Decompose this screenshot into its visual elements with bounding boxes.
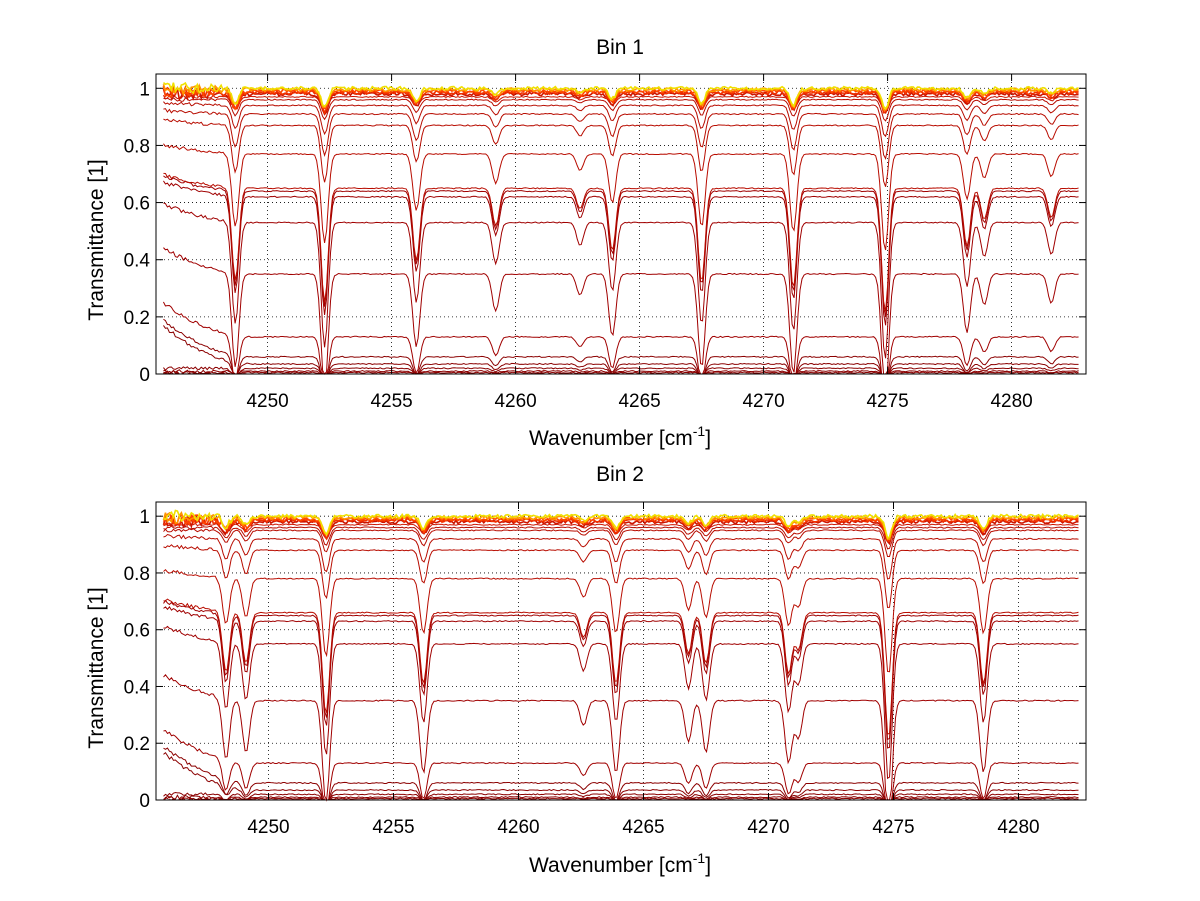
y-tick-label: 0.4 xyxy=(124,251,151,272)
subplot-bin-1: Bin 1 4250 4255 4260 4265 4270 4275 4280 00.20… xyxy=(85,36,1087,450)
spectrum-line xyxy=(163,791,1079,801)
x-tick-label: 4275 xyxy=(866,391,908,412)
spectrum-line xyxy=(162,83,1079,111)
spectrum-line xyxy=(163,794,1079,801)
axes-frame xyxy=(155,73,1087,375)
spectrum-line xyxy=(163,202,1079,359)
spectrum-line xyxy=(163,325,1079,375)
y-axis-label: Transmittance [1] xyxy=(85,159,108,320)
spectrum-line xyxy=(163,625,1079,780)
y-tick-label: 0.4 xyxy=(124,677,151,698)
spectrum-line xyxy=(163,97,1079,122)
spectrum-line xyxy=(163,528,1079,558)
x-tick-label: 4255 xyxy=(372,817,414,838)
x-tick-label: 4265 xyxy=(618,391,660,412)
x-tick-label: 4250 xyxy=(247,817,289,838)
x-tick-label: 4250 xyxy=(246,391,288,412)
spectrum-line xyxy=(163,509,1079,540)
x-tick-label: 4270 xyxy=(747,817,789,838)
spectrum-line xyxy=(163,751,1079,801)
y-tick-label: 0.6 xyxy=(124,621,150,642)
spectrum-line xyxy=(163,673,1079,802)
y-tick-label: 0.8 xyxy=(124,136,150,157)
spectrum-line xyxy=(163,729,1079,801)
y-tick-label: 0 xyxy=(139,791,150,812)
spectrum-line xyxy=(163,369,1079,375)
spectrum-line xyxy=(163,175,1079,318)
spectrum-line xyxy=(162,85,1079,116)
x-tick-label: 4270 xyxy=(742,391,784,412)
spectrum-line xyxy=(162,301,1079,375)
x-tick-label: 4260 xyxy=(497,817,539,838)
spectrum-line xyxy=(163,598,1079,735)
y-tick-label: 1 xyxy=(139,79,150,100)
spectrum-line xyxy=(163,143,1079,251)
y-tick-label: 0.2 xyxy=(124,734,150,755)
x-axis-label: Wavenumber [cm-1] xyxy=(529,423,711,450)
y-tick-label: 0 xyxy=(139,365,150,386)
spectrum-line xyxy=(163,533,1079,580)
y-tick-label: 1 xyxy=(139,507,150,528)
y-ticks: 0 0.2 0.4 0.6 0.8 1 xyxy=(124,507,1086,812)
spectrum-line xyxy=(163,318,1079,375)
spectrum-line xyxy=(163,366,1079,375)
x-tick-label: 4265 xyxy=(622,817,664,838)
spectrum-line xyxy=(163,101,1079,138)
spectrum-line xyxy=(163,93,1079,114)
spectrum-line xyxy=(163,525,1079,550)
spectrum-line xyxy=(163,522,1079,541)
x-tick-label: 4280 xyxy=(997,817,1039,838)
chart-title: Bin 2 xyxy=(596,463,644,486)
x-ticks: 4250 4255 4260 4265 4270 4275 4280 xyxy=(246,74,1033,412)
y-ticks: 0 0.2 0.4 0.6 0.8 1 xyxy=(124,79,1086,386)
x-tick-label: 4275 xyxy=(872,817,914,838)
spectrum-line xyxy=(163,747,1079,801)
spectrum-line xyxy=(163,118,1079,187)
spectrum-line xyxy=(163,172,1079,312)
x-axis-label: Wavenumber [cm-1] xyxy=(529,850,711,877)
y-axis-label: Transmittance [1] xyxy=(85,587,108,748)
spectrum-line xyxy=(162,81,1079,111)
spectrum-line xyxy=(163,247,1079,375)
subplot-bin-2: Bin 2 4250 4255 4260 4265 4270 4275 4280 00.20… xyxy=(85,463,1087,877)
y-tick-label: 0.8 xyxy=(124,564,150,585)
spectrum-line xyxy=(163,108,1079,160)
y-tick-label: 0.6 xyxy=(124,194,150,215)
x-ticks: 4250 4255 4260 4265 4270 4275 4280 xyxy=(247,502,1040,838)
spectrum-line xyxy=(163,544,1079,608)
y-tick-label: 0.2 xyxy=(124,308,150,329)
spectrum-line xyxy=(163,369,1079,375)
spectrum-line xyxy=(163,568,1079,673)
x-tick-label: 4260 xyxy=(494,391,536,412)
series-group xyxy=(162,81,1079,375)
chart-title: Bin 1 xyxy=(596,36,644,59)
spectrum-line xyxy=(163,180,1079,326)
axes-frame xyxy=(155,501,1087,801)
x-tick-label: 4280 xyxy=(990,391,1032,412)
x-tick-label: 4255 xyxy=(370,391,412,412)
